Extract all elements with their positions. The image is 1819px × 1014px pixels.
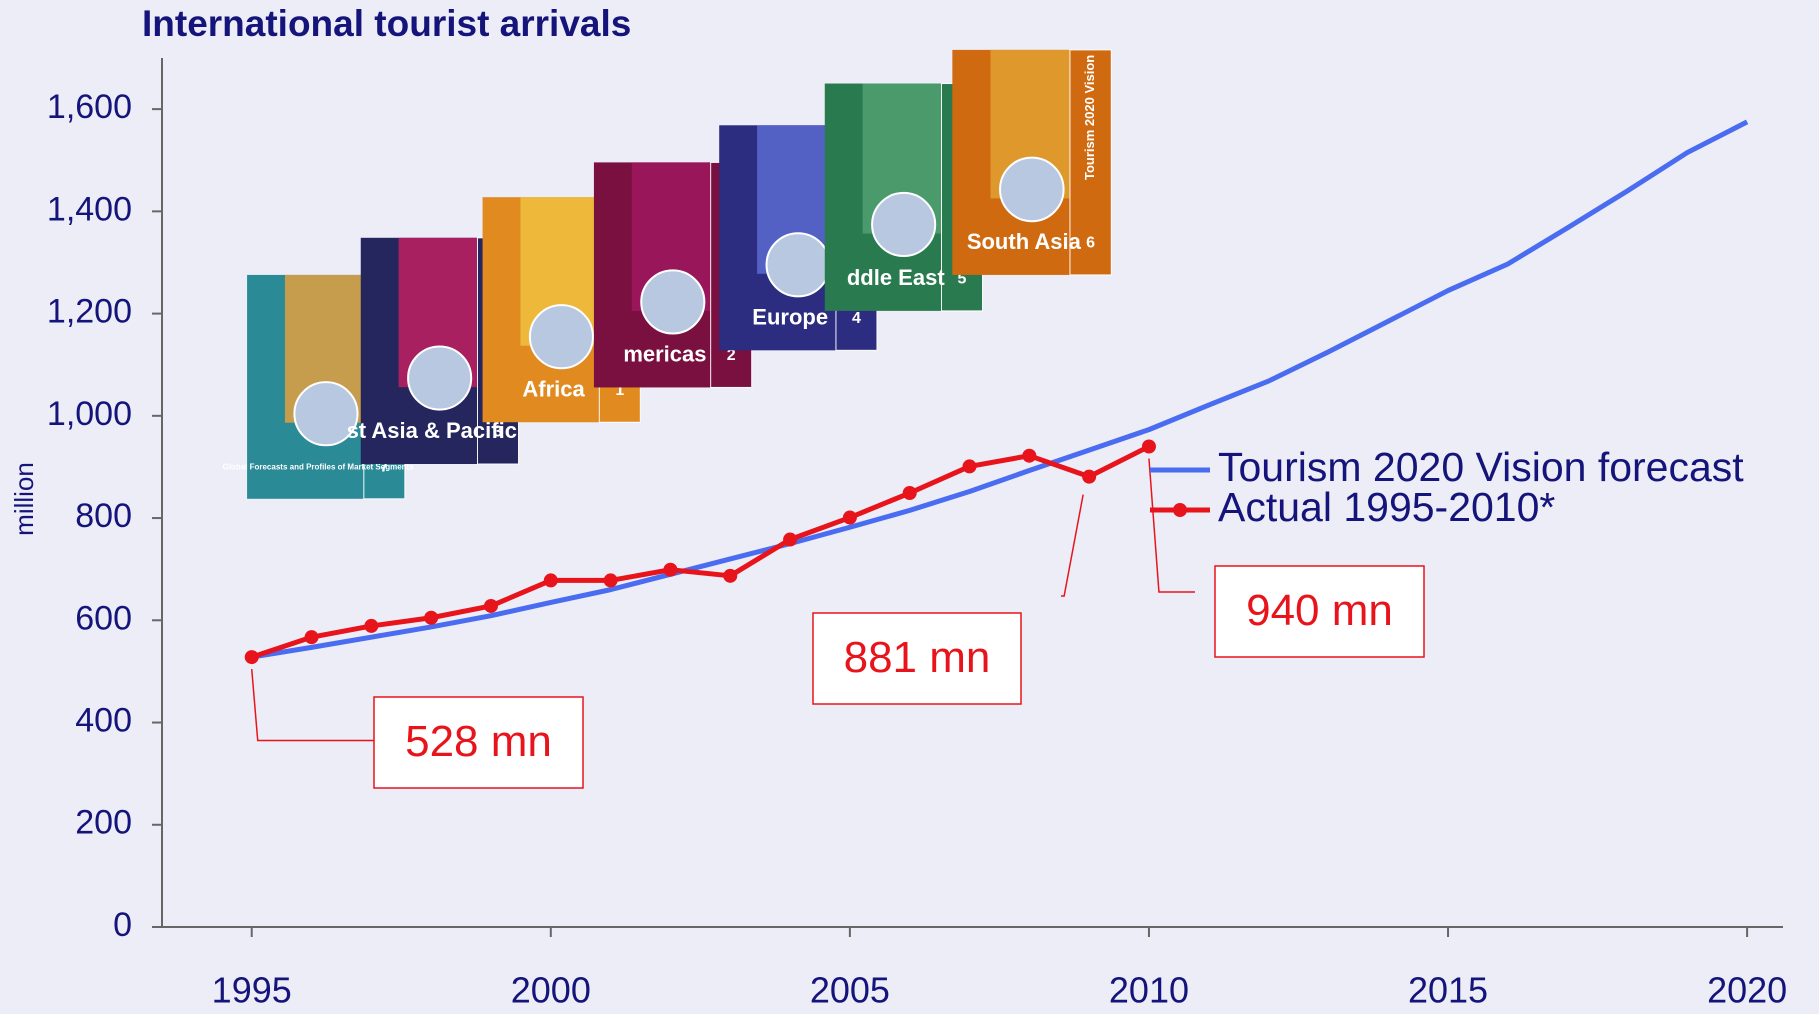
y-tick-label: 400 <box>75 702 132 740</box>
cover-label: st Asia & Pacific <box>347 418 517 443</box>
data-point <box>783 532 798 547</box>
y-tick-label: 600 <box>75 599 132 637</box>
y-tick-label: 800 <box>75 497 132 535</box>
cover-label: ddle East <box>847 265 945 290</box>
x-tick-label: 2000 <box>511 970 591 1011</box>
cover-spine <box>1069 49 1112 276</box>
cover-volume: 2 <box>727 347 736 364</box>
cover-label: mericas <box>623 342 706 367</box>
value-label: 881 mn <box>844 633 991 682</box>
cover-label: Europe <box>752 305 828 330</box>
y-tick-label: 1,400 <box>47 190 132 228</box>
y-tick-label: 1,600 <box>47 88 132 126</box>
cover-wheel <box>765 232 831 298</box>
cover-wheel <box>640 269 706 335</box>
data-point <box>1141 439 1156 454</box>
label-box <box>373 696 584 789</box>
cover-volume: 7 <box>380 459 389 476</box>
y-tick-label: 200 <box>75 804 132 842</box>
data-point <box>483 598 498 613</box>
data-point <box>1022 448 1037 463</box>
data-point <box>543 573 558 588</box>
x-tick-label: 2015 <box>1408 970 1488 1011</box>
leader-line <box>1061 494 1084 597</box>
x-tick-label: 2005 <box>810 970 890 1011</box>
data-point <box>364 618 379 633</box>
book-cover: Tourism 2020 Vision South Asia 6 <box>952 49 1112 276</box>
data-point <box>424 610 439 625</box>
cover-volume: 4 <box>852 310 861 327</box>
legend-label: Actual 1995-2010* <box>1218 484 1555 530</box>
y-axis-label: million <box>9 462 39 536</box>
cover-wheel <box>999 156 1065 223</box>
data-point <box>603 573 618 588</box>
data-point <box>244 650 259 665</box>
cover-volume: 6 <box>1086 235 1095 252</box>
leader-line <box>1148 458 1195 593</box>
value-label: 940 mn <box>1246 586 1393 635</box>
value-label: 528 mn <box>405 717 552 766</box>
leader-line <box>250 669 374 742</box>
data-point <box>902 486 917 501</box>
label-box <box>1214 565 1425 658</box>
data-point <box>842 510 857 525</box>
label-box <box>812 612 1022 705</box>
y-tick-label: 1,000 <box>47 395 132 433</box>
cover-wheel <box>871 191 937 258</box>
chart-title: International tourist arrivals <box>142 3 631 44</box>
x-tick-label: 2010 <box>1109 970 1189 1011</box>
cover-wheel <box>293 381 359 447</box>
x-tick-label: 2020 <box>1707 970 1787 1011</box>
cover-title: Tourism 2020 Vision <box>1082 55 1097 180</box>
cover-label: Africa <box>522 377 585 402</box>
data-point <box>723 568 738 583</box>
series-line <box>250 444 1151 660</box>
legend-label: Tourism 2020 Vision forecast <box>1218 444 1744 490</box>
data-point <box>304 630 319 645</box>
cover-label: South Asia <box>967 229 1082 254</box>
cover-wheel <box>407 345 473 411</box>
data-point <box>1082 469 1097 484</box>
data-point <box>962 459 977 474</box>
cover-volume: 1 <box>615 382 624 399</box>
cover-label: Global Forecasts and Profiles of Market … <box>222 463 414 472</box>
cover-volume: 5 <box>958 270 967 287</box>
y-tick-label: 1,200 <box>47 293 132 331</box>
y-tick-label: 0 <box>113 906 132 944</box>
x-tick-label: 1995 <box>212 970 292 1011</box>
series-line <box>251 119 1749 660</box>
legend-marker <box>1173 503 1187 517</box>
cover-wheel <box>528 304 594 370</box>
cover-volume: 3 <box>494 424 503 441</box>
data-point <box>663 562 678 577</box>
